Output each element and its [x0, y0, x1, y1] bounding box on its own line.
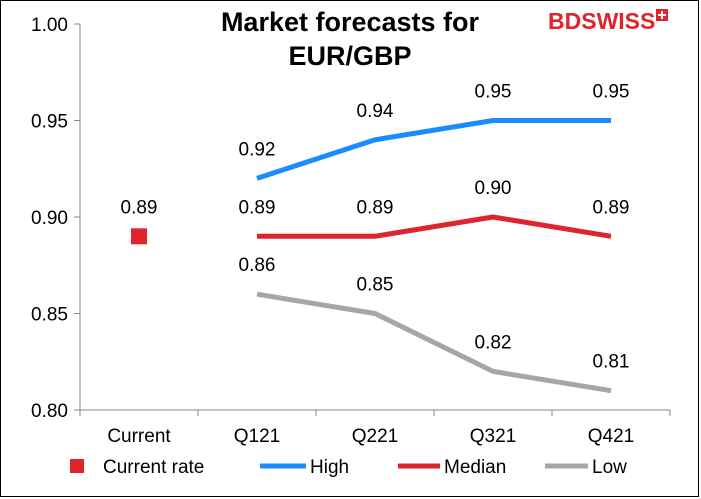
- data-label-low: 0.81: [593, 352, 630, 373]
- x-tick-label: Q121: [234, 426, 280, 447]
- y-tick-label: 0.95: [31, 112, 68, 133]
- data-label-median: 0.89: [239, 197, 276, 218]
- x-tick-label: Current: [107, 426, 171, 447]
- data-label-high: 0.95: [475, 82, 512, 103]
- legend-swatch-current-rate: [70, 459, 84, 473]
- data-label-current-rate: 0.89: [121, 197, 158, 218]
- chart-title-line-2: EUR/GBP: [288, 41, 412, 71]
- legend-label-high: High: [310, 457, 349, 478]
- series-line-low: [256, 291, 612, 394]
- data-label-median: 0.90: [475, 178, 512, 199]
- data-label-high: 0.94: [357, 101, 394, 122]
- data-point-current-rate: [131, 228, 147, 245]
- data-label-low: 0.85: [357, 275, 394, 296]
- data-label-low: 0.86: [239, 255, 276, 276]
- data-label-high: 0.92: [239, 139, 276, 160]
- data-label-high: 0.95: [593, 82, 630, 103]
- y-tick-label: 1.00: [31, 15, 68, 36]
- data-label-median: 0.89: [593, 197, 630, 218]
- series-line-median: [257, 214, 612, 239]
- bdswiss-logo: BDSWISS: [548, 8, 669, 35]
- y-tick-label: 0.90: [31, 208, 68, 229]
- logo-part-swiss: SWISS: [581, 8, 656, 34]
- x-tick-label: Q321: [470, 426, 516, 447]
- legend-label-current-rate: Current rate: [103, 457, 204, 478]
- data-label-median: 0.89: [357, 197, 394, 218]
- y-tick-label: 0.85: [31, 305, 68, 326]
- logo-part-bd: BD: [548, 8, 582, 34]
- x-tick-label: Q421: [588, 426, 634, 447]
- legend-label-low: Low: [592, 457, 627, 478]
- data-label-low: 0.82: [475, 332, 512, 353]
- swiss-cross-icon: [656, 9, 669, 21]
- legend-label-median: Median: [444, 457, 506, 478]
- x-tick-label: Q221: [352, 426, 398, 447]
- series-line-high: [256, 118, 611, 181]
- chart-title-line-1: Market forecasts for: [220, 7, 480, 37]
- y-tick-label: 0.80: [31, 401, 68, 422]
